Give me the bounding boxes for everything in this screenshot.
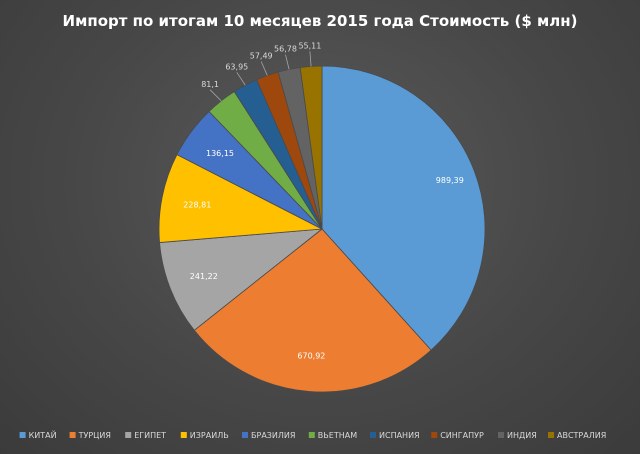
- leader-line-7: [260, 61, 268, 76]
- leader-line-8: [285, 54, 290, 70]
- data-label-9: 55,11: [298, 41, 321, 50]
- pie-slice-0: [321, 65, 486, 351]
- data-label-1: 670,92: [297, 352, 325, 361]
- data-label-0: 989,39: [436, 176, 464, 185]
- legend-swatch-6: [370, 432, 376, 438]
- data-label-2: 241,22: [190, 272, 218, 281]
- legend-swatch-7: [431, 432, 438, 438]
- chart-title: Импорт по итогам 10 месяцев 2015 года Ст…: [63, 12, 578, 30]
- legend-label-5: ВЬЕТНАМ: [318, 431, 357, 440]
- legend-swatch-4: [242, 432, 248, 438]
- data-labels: 989,39670,92241,22228,81136,1581,163,955…: [183, 41, 464, 361]
- data-label-6: 63,95: [225, 62, 248, 71]
- legend-swatch-2: [125, 432, 132, 438]
- data-label-3: 228,81: [183, 200, 211, 209]
- legend-swatch-0: [19, 432, 26, 438]
- legend-label-0: КИТАЙ: [29, 429, 57, 440]
- leader-line-6: [236, 72, 246, 86]
- legend-label-2: ЕГИПЕТ: [134, 431, 166, 440]
- legend-swatch-1: [69, 432, 76, 438]
- leader-line-5: [209, 89, 222, 102]
- data-label-4: 136,15: [206, 149, 234, 158]
- legend-swatch-8: [498, 432, 504, 438]
- legend: КИТАЙ ТУРЦИЯ ЕГИПЕТ ИЗРАИЛЬ БРАЗИЛИЯ ВЬЕТНАМ И…: [19, 429, 606, 440]
- pie-slices: [158, 65, 486, 393]
- legend-label-6: ИСПАНИЯ: [379, 431, 420, 440]
- legend-label-8: ИНДИЯ: [507, 431, 537, 440]
- pie-slice-3: [158, 154, 324, 243]
- data-label-7: 57,49: [250, 52, 273, 61]
- legend-label-7: СИНГАПУР: [440, 431, 484, 440]
- data-label-8: 56,78: [274, 45, 297, 54]
- legend-label-9: АВСТРАЛИЯ: [557, 431, 606, 440]
- legend-label-3: ИЗРАИЛЬ: [190, 431, 229, 440]
- leader-line-9: [309, 51, 312, 67]
- legend-swatch-3: [180, 432, 187, 438]
- legend-swatch-5: [308, 432, 315, 438]
- pie-slice-2: [159, 228, 324, 331]
- legend-label-1: ТУРЦИЯ: [78, 431, 111, 440]
- legend-swatch-9: [548, 432, 554, 438]
- pie-slice-1: [193, 228, 432, 393]
- data-label-5: 81,1: [201, 80, 219, 89]
- legend-label-4: БРАЗИЛИЯ: [251, 431, 295, 440]
